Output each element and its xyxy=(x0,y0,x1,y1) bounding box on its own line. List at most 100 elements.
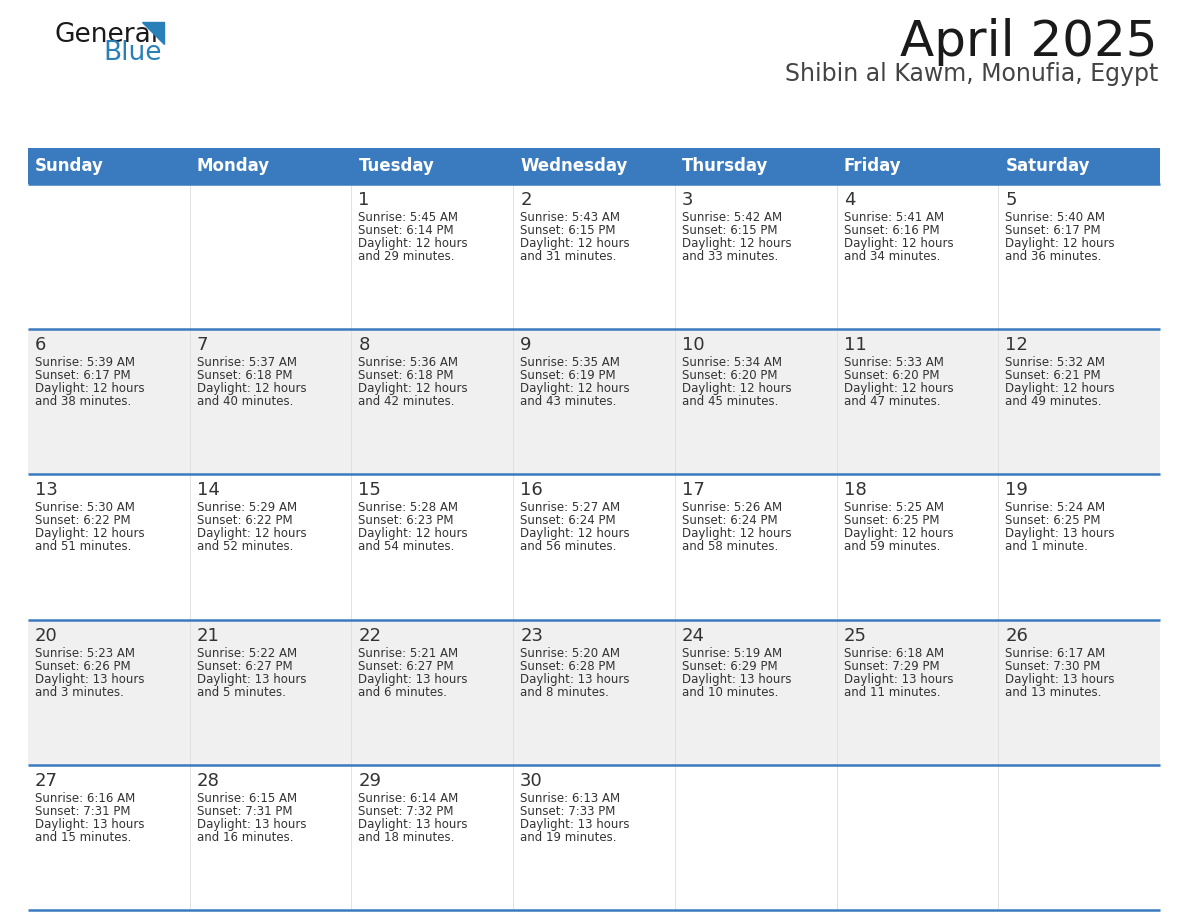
Text: 14: 14 xyxy=(197,481,220,499)
Text: Sunset: 7:33 PM: Sunset: 7:33 PM xyxy=(520,805,615,818)
Text: and 54 minutes.: and 54 minutes. xyxy=(359,541,455,554)
Text: Sunset: 6:24 PM: Sunset: 6:24 PM xyxy=(682,514,777,528)
Text: Daylight: 12 hours: Daylight: 12 hours xyxy=(843,382,953,396)
Text: and 59 minutes.: and 59 minutes. xyxy=(843,541,940,554)
Text: Sunset: 6:22 PM: Sunset: 6:22 PM xyxy=(197,514,292,528)
Text: 16: 16 xyxy=(520,481,543,499)
Text: Daylight: 12 hours: Daylight: 12 hours xyxy=(1005,382,1114,396)
Text: Sunrise: 6:16 AM: Sunrise: 6:16 AM xyxy=(34,792,135,805)
Text: Daylight: 13 hours: Daylight: 13 hours xyxy=(1005,528,1114,541)
Text: Sunset: 6:14 PM: Sunset: 6:14 PM xyxy=(359,224,454,237)
Text: 6: 6 xyxy=(34,336,46,354)
Text: Daylight: 13 hours: Daylight: 13 hours xyxy=(359,673,468,686)
Text: Sunrise: 5:23 AM: Sunrise: 5:23 AM xyxy=(34,646,135,660)
Bar xyxy=(29,184,1159,330)
Text: Daylight: 12 hours: Daylight: 12 hours xyxy=(359,528,468,541)
Text: Sunrise: 5:42 AM: Sunrise: 5:42 AM xyxy=(682,211,782,224)
Text: Sunrise: 5:24 AM: Sunrise: 5:24 AM xyxy=(1005,501,1105,514)
Text: Monday: Monday xyxy=(197,157,270,175)
Text: and 3 minutes.: and 3 minutes. xyxy=(34,686,124,699)
Text: Sunset: 6:15 PM: Sunset: 6:15 PM xyxy=(682,224,777,237)
Text: Sunset: 6:18 PM: Sunset: 6:18 PM xyxy=(197,369,292,382)
Text: Sunset: 6:25 PM: Sunset: 6:25 PM xyxy=(1005,514,1101,528)
Text: and 34 minutes.: and 34 minutes. xyxy=(843,250,940,263)
Bar xyxy=(29,148,1159,184)
Text: Blue: Blue xyxy=(103,40,162,66)
Text: Sunrise: 5:41 AM: Sunrise: 5:41 AM xyxy=(843,211,943,224)
Text: Daylight: 13 hours: Daylight: 13 hours xyxy=(34,673,145,686)
Text: 27: 27 xyxy=(34,772,58,789)
Text: 23: 23 xyxy=(520,627,543,644)
Text: Daylight: 13 hours: Daylight: 13 hours xyxy=(1005,673,1114,686)
Text: 12: 12 xyxy=(1005,336,1028,354)
Text: Saturday: Saturday xyxy=(1005,157,1089,175)
Text: Friday: Friday xyxy=(843,157,902,175)
Text: and 45 minutes.: and 45 minutes. xyxy=(682,396,778,409)
Text: and 16 minutes.: and 16 minutes. xyxy=(197,831,293,844)
Text: and 49 minutes.: and 49 minutes. xyxy=(1005,396,1101,409)
Text: 8: 8 xyxy=(359,336,369,354)
Text: Sunset: 6:21 PM: Sunset: 6:21 PM xyxy=(1005,369,1101,382)
Text: 15: 15 xyxy=(359,481,381,499)
Text: Sunset: 7:31 PM: Sunset: 7:31 PM xyxy=(197,805,292,818)
Text: Daylight: 12 hours: Daylight: 12 hours xyxy=(843,528,953,541)
Text: Sunset: 7:30 PM: Sunset: 7:30 PM xyxy=(1005,660,1100,673)
Text: Daylight: 13 hours: Daylight: 13 hours xyxy=(843,673,953,686)
Text: and 5 minutes.: and 5 minutes. xyxy=(197,686,285,699)
Text: and 51 minutes.: and 51 minutes. xyxy=(34,541,132,554)
Text: Sunset: 6:28 PM: Sunset: 6:28 PM xyxy=(520,660,615,673)
Text: 29: 29 xyxy=(359,772,381,789)
Text: Sunrise: 5:40 AM: Sunrise: 5:40 AM xyxy=(1005,211,1105,224)
Text: and 36 minutes.: and 36 minutes. xyxy=(1005,250,1101,263)
Text: and 1 minute.: and 1 minute. xyxy=(1005,541,1088,554)
Text: Daylight: 12 hours: Daylight: 12 hours xyxy=(359,237,468,250)
Text: and 6 minutes.: and 6 minutes. xyxy=(359,686,448,699)
Text: Sunset: 6:27 PM: Sunset: 6:27 PM xyxy=(359,660,454,673)
Text: Daylight: 12 hours: Daylight: 12 hours xyxy=(520,528,630,541)
Text: Daylight: 13 hours: Daylight: 13 hours xyxy=(34,818,145,831)
Text: and 29 minutes.: and 29 minutes. xyxy=(359,250,455,263)
Text: and 40 minutes.: and 40 minutes. xyxy=(197,396,293,409)
Text: 17: 17 xyxy=(682,481,704,499)
Text: Sunset: 7:31 PM: Sunset: 7:31 PM xyxy=(34,805,131,818)
Text: 26: 26 xyxy=(1005,627,1028,644)
Text: Sunset: 6:15 PM: Sunset: 6:15 PM xyxy=(520,224,615,237)
Text: Daylight: 12 hours: Daylight: 12 hours xyxy=(34,382,145,396)
Text: Sunrise: 5:28 AM: Sunrise: 5:28 AM xyxy=(359,501,459,514)
Text: 19: 19 xyxy=(1005,481,1028,499)
Text: and 11 minutes.: and 11 minutes. xyxy=(843,686,940,699)
Text: 20: 20 xyxy=(34,627,58,644)
Text: Sunset: 6:16 PM: Sunset: 6:16 PM xyxy=(843,224,940,237)
Text: Sunrise: 6:18 AM: Sunrise: 6:18 AM xyxy=(843,646,943,660)
Text: Sunset: 6:20 PM: Sunset: 6:20 PM xyxy=(682,369,777,382)
Text: and 31 minutes.: and 31 minutes. xyxy=(520,250,617,263)
Text: 30: 30 xyxy=(520,772,543,789)
Text: 24: 24 xyxy=(682,627,704,644)
Text: Daylight: 13 hours: Daylight: 13 hours xyxy=(520,673,630,686)
Text: Tuesday: Tuesday xyxy=(359,157,435,175)
Text: 5: 5 xyxy=(1005,191,1017,209)
Text: 28: 28 xyxy=(197,772,220,789)
Text: 18: 18 xyxy=(843,481,866,499)
Text: Sunrise: 5:20 AM: Sunrise: 5:20 AM xyxy=(520,646,620,660)
Text: Sunset: 6:18 PM: Sunset: 6:18 PM xyxy=(359,369,454,382)
Text: 22: 22 xyxy=(359,627,381,644)
Text: Sunset: 6:22 PM: Sunset: 6:22 PM xyxy=(34,514,131,528)
Text: Sunset: 6:29 PM: Sunset: 6:29 PM xyxy=(682,660,777,673)
Text: and 33 minutes.: and 33 minutes. xyxy=(682,250,778,263)
Text: Sunrise: 5:25 AM: Sunrise: 5:25 AM xyxy=(843,501,943,514)
Text: Shibin al Kawm, Monufia, Egypt: Shibin al Kawm, Monufia, Egypt xyxy=(784,62,1158,86)
Text: Sunset: 6:25 PM: Sunset: 6:25 PM xyxy=(843,514,939,528)
Text: Sunrise: 5:37 AM: Sunrise: 5:37 AM xyxy=(197,356,297,369)
Text: Sunset: 6:23 PM: Sunset: 6:23 PM xyxy=(359,514,454,528)
Text: and 58 minutes.: and 58 minutes. xyxy=(682,541,778,554)
Text: Daylight: 12 hours: Daylight: 12 hours xyxy=(682,237,791,250)
Text: Sunrise: 5:19 AM: Sunrise: 5:19 AM xyxy=(682,646,782,660)
Text: and 56 minutes.: and 56 minutes. xyxy=(520,541,617,554)
Text: Daylight: 12 hours: Daylight: 12 hours xyxy=(34,528,145,541)
Text: Sunset: 7:29 PM: Sunset: 7:29 PM xyxy=(843,660,940,673)
Text: Daylight: 12 hours: Daylight: 12 hours xyxy=(520,237,630,250)
Text: Daylight: 12 hours: Daylight: 12 hours xyxy=(359,382,468,396)
Text: Sunrise: 6:15 AM: Sunrise: 6:15 AM xyxy=(197,792,297,805)
Text: 4: 4 xyxy=(843,191,855,209)
